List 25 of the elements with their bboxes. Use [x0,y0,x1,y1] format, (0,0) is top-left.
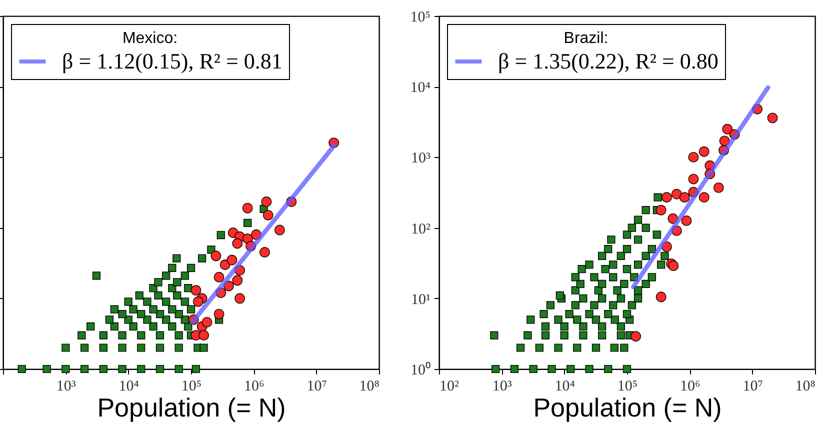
y-tick-label: 10⁵ [410,10,430,26]
x-tick-label: 10³ [492,378,512,394]
x-tick-label: 10⁴ [118,378,139,394]
x-axis-title: Population (= N) [533,392,722,422]
x-tick-label: 10⁷ [306,378,327,394]
legend-label: β = 1.12(0.15), R² = 0.81 [62,48,282,74]
x-tick-label: 10⁶ [244,378,264,394]
x-tick-label: 10⁵ [617,378,638,394]
x-tick-label: 10⁵ [181,378,202,394]
y-tick-label: 10¹ [411,292,430,308]
x-tick-label: 10⁴ [554,378,575,394]
x-tick-label: 10⁶ [680,378,700,394]
y-tick-label: 10⁴ [410,80,430,96]
x-tick-label: 10³ [56,378,76,394]
legend-title: Brazil: [564,30,608,47]
y-tick-label: 10² [411,221,431,238]
legend-title: Mexico: [122,30,178,47]
y-tick-label: 10³ [411,150,431,167]
x-tick-label: 10⁷ [742,378,763,394]
x-tick-label: 10⁸ [359,378,380,394]
legend-label: β = 1.35(0.22), R² = 0.80 [498,48,718,74]
x-tick-label: 10⁸ [795,378,816,394]
y-tick-label: 10⁰ [410,362,430,378]
x-axis-title: Population (= N) [97,392,286,422]
x-tick-label: 10² [440,378,460,394]
